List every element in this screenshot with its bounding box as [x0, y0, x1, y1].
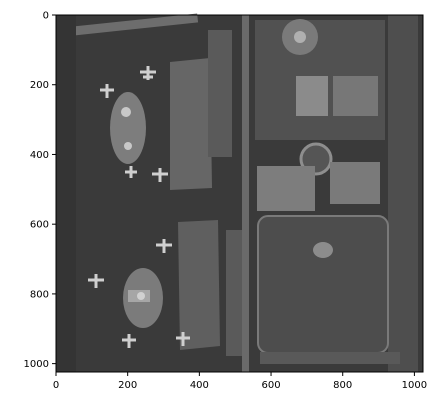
road-1	[208, 30, 232, 157]
upper-hall-left	[296, 76, 328, 116]
plane-2	[100, 84, 114, 98]
plane-7	[122, 334, 136, 348]
x-tick-label: 400	[190, 380, 209, 391]
x-tick-label: 800	[333, 380, 352, 391]
x-tick-label: 200	[118, 380, 137, 391]
plane-4	[125, 166, 137, 178]
y-axis-ticks: 0 200 400 600 800 1000	[24, 11, 56, 370]
road-2	[226, 230, 247, 356]
y-tick-label: 800	[30, 289, 49, 300]
y-tick-label: 1000	[24, 359, 49, 370]
lower-complex	[257, 215, 389, 354]
x-tick-label: 1000	[402, 380, 427, 391]
plane-1	[140, 66, 156, 80]
plane-8	[176, 332, 190, 346]
y-tick-label: 400	[30, 150, 49, 161]
middle-hall-left	[257, 166, 315, 211]
upper-round-core	[294, 31, 306, 43]
apron-bottom	[178, 220, 220, 350]
apron-top	[170, 58, 212, 190]
terminal-1-body	[110, 92, 146, 164]
terminal-2-dome	[137, 292, 145, 300]
terminal-2	[88, 239, 190, 348]
road-3	[388, 15, 418, 372]
lower-round-building	[313, 242, 333, 258]
upper-hall-right	[333, 76, 378, 116]
y-tick-label: 0	[43, 11, 49, 22]
terminal-1	[100, 66, 168, 182]
top-strip	[71, 13, 199, 36]
middle-hall-right	[330, 162, 380, 204]
axes-frame	[55, 14, 424, 373]
plane-5	[88, 274, 104, 288]
aerial-image	[56, 13, 423, 372]
y-tick-label: 600	[30, 220, 49, 231]
y-tick-label: 200	[30, 80, 49, 91]
plane-3	[152, 168, 168, 182]
x-axis-ticks: 0 200 400 600 800 1000	[53, 372, 427, 391]
left-shadow	[56, 15, 76, 372]
x-tick-label: 0	[53, 380, 59, 391]
road-4	[242, 15, 249, 372]
plane-6	[156, 239, 172, 253]
x-tick-label: 600	[261, 380, 280, 391]
terminal-1-dome-bottom	[124, 142, 132, 150]
lower-bottom-road	[260, 352, 400, 364]
terminal-1-dome-top	[121, 107, 131, 117]
